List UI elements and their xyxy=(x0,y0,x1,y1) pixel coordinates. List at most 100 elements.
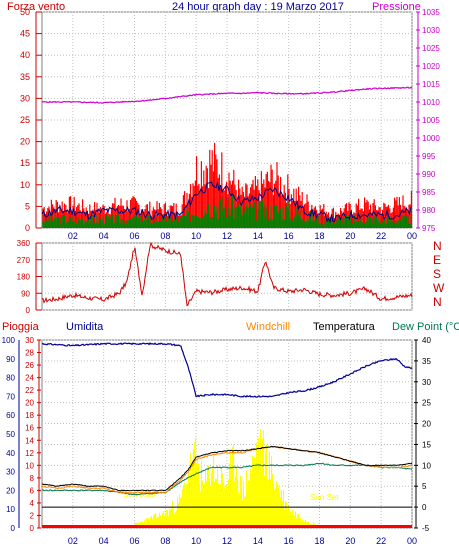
windchill-line xyxy=(41,445,413,494)
wind-speed-line xyxy=(41,181,412,224)
temp-tick-label: -5 xyxy=(422,524,430,533)
rain-tick-label: 6 xyxy=(30,486,35,495)
rain-tick-label: 12 xyxy=(25,449,34,458)
humidity-tick-label: 80 xyxy=(6,374,15,383)
wind-x-tick-label: 18 xyxy=(314,231,324,241)
wind-x-tick-label: 14 xyxy=(253,231,263,241)
temp-x-tick-label: 18 xyxy=(314,536,324,546)
temp-x-tick-label: 16 xyxy=(284,536,294,546)
direction-line xyxy=(41,241,413,307)
humidity-tick-label: 0 xyxy=(11,524,16,533)
rain-tick-label: 26 xyxy=(25,361,34,370)
pioggia-label: Pioggia xyxy=(2,321,40,333)
wind-x-tick-label: 16 xyxy=(284,231,294,241)
temp-tick-label: 20 xyxy=(422,420,431,429)
temp-tick-label: 40 xyxy=(422,336,431,345)
temp-tick-label: 0 xyxy=(422,503,427,512)
direction-tick-label: 90 xyxy=(21,289,30,298)
temp-x-tick-label: 22 xyxy=(376,536,386,546)
dewpoint-label: Dew Point (°C xyxy=(392,321,459,333)
temp-x-tick-label: 08 xyxy=(160,536,170,546)
rain-tick-label: 2 xyxy=(30,511,35,520)
wind-x-tick-label: 10 xyxy=(191,231,201,241)
compass-label-S: S xyxy=(433,267,441,281)
wind-tick-label: 15 xyxy=(20,158,30,168)
temp-x-tick-label: 20 xyxy=(345,536,355,546)
pressure-tick-label: 995 xyxy=(422,152,436,161)
rain-bar xyxy=(42,525,412,528)
pressure-tick-label: 1030 xyxy=(422,26,440,35)
compass-label-N: N xyxy=(433,239,442,253)
humidity-tick-label: 90 xyxy=(6,355,15,364)
rain-tick-label: 20 xyxy=(25,399,34,408)
pressure-tick-label: 1010 xyxy=(422,98,440,107)
humidity-tick-label: 60 xyxy=(6,411,15,420)
wind-x-tick-label: 00 xyxy=(407,231,417,241)
temp-x-tick-label: 12 xyxy=(222,536,232,546)
rain-tick-label: 18 xyxy=(25,411,34,420)
wind-tick-label: 0 xyxy=(25,223,30,233)
rain-tick-label: 4 xyxy=(30,499,35,508)
rain-tick-label: 14 xyxy=(25,436,34,445)
temp-x-tick-label: 10 xyxy=(191,536,201,546)
humidity-tick-label: 10 xyxy=(6,505,15,514)
rain-tick-label: 16 xyxy=(25,424,34,433)
wind-x-tick-label: 02 xyxy=(68,231,78,241)
humidity-tick-label: 100 xyxy=(2,336,16,345)
direction-tick-label: 0 xyxy=(26,306,31,315)
pressure-tick-label: 1020 xyxy=(422,62,440,71)
pressure-tick-label: 1005 xyxy=(422,116,440,125)
temp-tick-label: 10 xyxy=(422,461,431,470)
wind-tick-label: 35 xyxy=(20,72,30,82)
temperature-line xyxy=(41,445,413,492)
wind-x-tick-label: 12 xyxy=(222,231,232,241)
wind-axis-title: Forza vento xyxy=(7,1,65,13)
rain-tick-label: 22 xyxy=(25,386,34,395)
wind-x-tick-label: 04 xyxy=(99,231,109,241)
wind-x-tick-label: 08 xyxy=(160,231,170,241)
dewpoint-line xyxy=(41,462,413,496)
temperatura-label: Temperatura xyxy=(313,321,376,333)
temp-x-tick-label: 14 xyxy=(253,536,263,546)
pressure-tick-label: 985 xyxy=(422,188,436,197)
pressure-tick-label: 1015 xyxy=(422,80,440,89)
pressure-line xyxy=(41,86,413,104)
wind-tick-label: 5 xyxy=(25,201,30,211)
direction-tick-label: 270 xyxy=(17,256,31,265)
rain-tick-label: 24 xyxy=(25,374,34,383)
pressure-axis-title: Pressione xyxy=(372,1,421,13)
temp-tick-label: 5 xyxy=(422,482,427,491)
temp-tick-label: 25 xyxy=(422,399,431,408)
rain-tick-label: 28 xyxy=(25,349,34,358)
compass-label-N: N xyxy=(433,295,442,309)
rain-tick-label: 8 xyxy=(30,474,35,483)
wind-x-tick-label: 20 xyxy=(345,231,355,241)
wind-tick-label: 45 xyxy=(20,29,30,39)
compass-label-E: E xyxy=(433,253,441,267)
rain-tick-label: 30 xyxy=(25,336,34,345)
humidity-tick-label: 20 xyxy=(6,486,15,495)
wind-tick-label: 10 xyxy=(20,180,30,190)
wind-tick-label: 20 xyxy=(20,137,30,147)
sunset-label: Sun Set xyxy=(310,493,339,502)
rain-tick-label: 10 xyxy=(25,461,34,470)
temp-x-tick-label: 02 xyxy=(68,536,78,546)
pressure-tick-label: 980 xyxy=(422,206,436,215)
temp-x-tick-label: 00 xyxy=(407,536,417,546)
temp-x-tick-label: 04 xyxy=(99,536,109,546)
wind-x-tick-label: 06 xyxy=(129,231,139,241)
direction-tick-label: 180 xyxy=(17,273,31,282)
wind-tick-label: 40 xyxy=(20,50,30,60)
wind-tick-label: 30 xyxy=(20,93,30,103)
temp-tick-label: 15 xyxy=(422,440,431,449)
wind-tick-label: 25 xyxy=(20,115,30,125)
direction-tick-label: 360 xyxy=(17,239,31,248)
umidita-label: Umidita xyxy=(66,321,104,333)
humidity-tick-label: 30 xyxy=(6,468,15,477)
pressure-tick-label: 975 xyxy=(422,224,436,233)
rain-tick-label: 0 xyxy=(30,524,35,533)
humidity-line xyxy=(41,342,413,398)
humidity-tick-label: 40 xyxy=(6,449,15,458)
